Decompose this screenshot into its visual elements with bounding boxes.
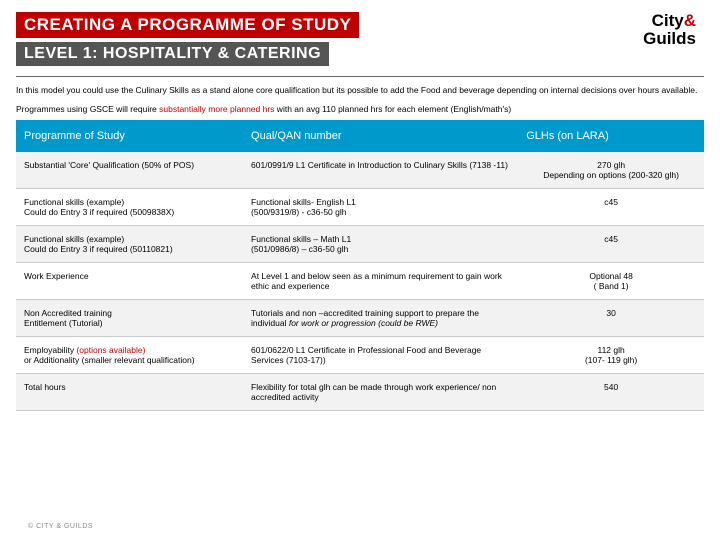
cell-qual: Flexibility for total glh can be made th… xyxy=(243,374,518,411)
cell-programme: Functional skills (example) Could do Ent… xyxy=(16,189,243,226)
page-subtitle: LEVEL 1: HOSPITALITY & CATERING xyxy=(16,42,329,66)
intro-paragraph-2: Programmes using GSCE will require subst… xyxy=(0,104,720,114)
table-row: Employability (options available) or Add… xyxy=(16,337,704,374)
cell-text: Functional skills (example) xyxy=(24,197,124,207)
cell-glh: 540 xyxy=(518,374,704,411)
cell-qual: At Level 1 and below seen as a minimum r… xyxy=(243,263,518,300)
cell-glh: 270 glh Depending on options (200-320 gl… xyxy=(518,152,704,189)
glh-note: ( Band 1) xyxy=(594,281,629,291)
cell-qual: Functional skills- English L1 (500/9319/… xyxy=(243,189,518,226)
cell-glh: c45 xyxy=(518,189,704,226)
page-title: CREATING A PROGRAMME OF STUDY xyxy=(16,12,359,38)
col-header-programme: Programme of Study xyxy=(16,120,243,152)
table-row: Substantial 'Core' Qualification (50% of… xyxy=(16,152,704,189)
table-row: Functional skills (example) Could do Ent… xyxy=(16,226,704,263)
cell-text: Could do Entry 3 if required (5009838X) xyxy=(24,207,174,217)
cell-qual: 601/0622/0 L1 Certificate in Professiona… xyxy=(243,337,518,374)
divider xyxy=(16,76,704,77)
glh-value: Optional 48 xyxy=(589,271,632,281)
glh-note: (107- 119 glh) xyxy=(585,355,637,365)
cell-text: Could do Entry 3 if required (50110821) xyxy=(24,244,173,254)
intro-text: with an avg 110 planned hrs for each ele… xyxy=(274,104,511,114)
cell-glh: c45 xyxy=(518,226,704,263)
cell-text: (500/9319/8) - c36-50 glh xyxy=(251,207,346,217)
logo-line2: Guilds xyxy=(643,29,696,48)
cell-qual: Functional skills – Math L1 (501/0986/8)… xyxy=(243,226,518,263)
cell-qual: Tutorials and non –accredited training s… xyxy=(243,300,518,337)
footer-copyright: © CITY & GUILDS xyxy=(28,523,93,530)
cell-glh: 30 xyxy=(518,300,704,337)
glh-value: 112 glh xyxy=(597,345,624,355)
glh-note: Depending on options (200-320 glh) xyxy=(543,170,679,180)
col-header-qual: Qual/QAN number xyxy=(243,120,518,152)
logo-amp: & xyxy=(684,11,696,30)
table-row: Non Accredited training Entitlement (Tut… xyxy=(16,300,704,337)
table-row: Total hours Flexibility for total glh ca… xyxy=(16,374,704,411)
intro-paragraph-1: In this model you could use the Culinary… xyxy=(0,85,720,96)
cell-programme: Substantial 'Core' Qualification (50% of… xyxy=(16,152,243,189)
programme-table: Programme of Study Qual/QAN number GLHs … xyxy=(16,120,704,411)
intro-text: Programmes using GSCE will require xyxy=(16,104,159,114)
glh-value: 270 glh xyxy=(597,160,625,170)
cell-glh: 112 glh (107- 119 glh) xyxy=(518,337,704,374)
cell-text: Non Accredited training xyxy=(24,308,112,318)
logo-line1: City xyxy=(652,11,684,30)
cell-programme: Employability (options available) or Add… xyxy=(16,337,243,374)
logo: City& Guilds xyxy=(643,12,704,48)
cell-glh: Optional 48 ( Band 1) xyxy=(518,263,704,300)
cell-red: (options available) xyxy=(76,345,145,355)
cell-text: Functional skills- English L1 xyxy=(251,197,356,207)
cell-text: Functional skills – Math L1 xyxy=(251,234,351,244)
cell-text: Entitlement (Tutorial) xyxy=(24,318,103,328)
cell-programme: Work Experience xyxy=(16,263,243,300)
cell-text: Functional skills (example) xyxy=(24,234,124,244)
cell-programme: Total hours xyxy=(16,374,243,411)
cell-text: Employability xyxy=(24,345,76,355)
cell-emphasis: for work or progression (could be RWE) xyxy=(289,318,438,328)
col-header-glh: GLHs (on LARA) xyxy=(518,120,704,152)
cell-qual: 601/0991/9 L1 Certificate in Introductio… xyxy=(243,152,518,189)
cell-programme: Functional skills (example) Could do Ent… xyxy=(16,226,243,263)
table-row: Functional skills (example) Could do Ent… xyxy=(16,189,704,226)
intro-emphasis: substantially more planned hrs xyxy=(159,104,274,114)
table-row: Work Experience At Level 1 and below see… xyxy=(16,263,704,300)
cell-programme: Non Accredited training Entitlement (Tut… xyxy=(16,300,243,337)
cell-text: (501/0986/8) – c36-50 glh xyxy=(251,244,348,254)
cell-text: or Additionality (smaller relevant quali… xyxy=(24,355,195,365)
